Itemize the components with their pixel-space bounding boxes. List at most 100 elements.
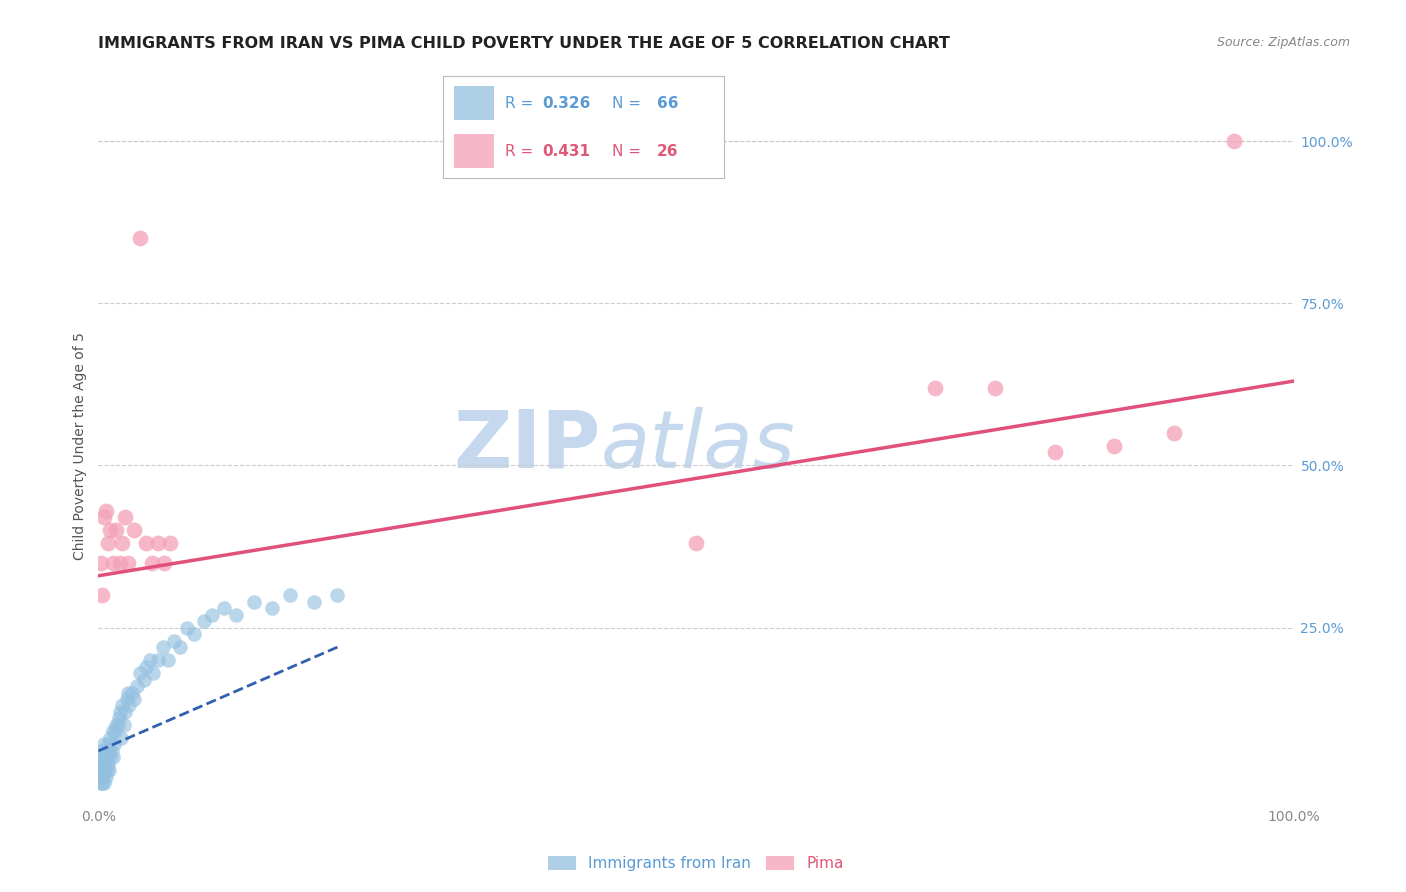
Point	[152, 640, 174, 654]
Point	[139, 653, 162, 667]
Point	[112, 718, 135, 732]
Point	[97, 738, 120, 752]
Text: 0.431: 0.431	[543, 144, 591, 159]
Point	[1222, 134, 1246, 148]
Point	[93, 738, 115, 752]
Text: N =: N =	[612, 144, 641, 159]
Point	[105, 718, 128, 732]
Point	[685, 536, 707, 550]
Text: IMMIGRANTS FROM IRAN VS PIMA CHILD POVERTY UNDER THE AGE OF 5 CORRELATION CHART: IMMIGRANTS FROM IRAN VS PIMA CHILD POVER…	[98, 36, 950, 51]
Text: R =: R =	[505, 144, 538, 159]
Point	[104, 724, 127, 739]
Point	[114, 705, 136, 719]
Point	[91, 770, 114, 784]
Point	[159, 536, 181, 550]
Point	[141, 556, 163, 570]
Point	[91, 756, 114, 771]
Point	[91, 776, 114, 790]
Point	[110, 731, 132, 745]
Point	[98, 731, 122, 745]
Point	[108, 705, 131, 719]
Point	[107, 711, 129, 725]
Text: ZIP: ZIP	[453, 407, 600, 485]
Point	[117, 556, 139, 570]
Text: 66: 66	[657, 95, 678, 111]
Bar	[454, 135, 494, 168]
Point	[169, 640, 191, 654]
Point	[183, 627, 205, 641]
Point	[111, 698, 134, 713]
Point	[100, 744, 122, 758]
Y-axis label: Child Poverty Under the Age of 5: Child Poverty Under the Age of 5	[73, 332, 87, 560]
Point	[225, 607, 247, 622]
Point	[91, 744, 114, 758]
Point	[94, 750, 117, 764]
Point	[326, 588, 349, 602]
Point	[156, 653, 179, 667]
Text: R =: R =	[505, 95, 538, 111]
Point	[93, 756, 115, 771]
Point	[91, 770, 114, 784]
Point	[1043, 445, 1066, 459]
Text: Source: ZipAtlas.com: Source: ZipAtlas.com	[1216, 36, 1350, 49]
Point	[153, 556, 176, 570]
Point	[94, 504, 117, 518]
Point	[302, 595, 325, 609]
Point	[129, 231, 152, 245]
Text: 0.326: 0.326	[543, 95, 591, 111]
Point	[98, 750, 122, 764]
Point	[124, 524, 146, 538]
Point	[278, 588, 301, 602]
Point	[163, 633, 186, 648]
Point	[142, 666, 165, 681]
Point	[115, 692, 138, 706]
Point	[97, 536, 120, 550]
Point	[101, 750, 124, 764]
Point	[148, 653, 170, 667]
Point	[103, 738, 125, 752]
Point	[118, 698, 141, 713]
Text: atlas: atlas	[600, 407, 796, 485]
Point	[132, 673, 155, 687]
Point	[101, 556, 124, 570]
Point	[107, 718, 129, 732]
Point	[90, 764, 112, 778]
Point	[176, 621, 198, 635]
Point	[1102, 439, 1125, 453]
Point	[96, 744, 118, 758]
Point	[124, 692, 146, 706]
Text: 26: 26	[657, 144, 678, 159]
Point	[98, 764, 121, 778]
Point	[98, 524, 122, 538]
Point	[97, 756, 120, 771]
Point	[90, 750, 112, 764]
Point	[105, 524, 128, 538]
Point	[212, 601, 235, 615]
Point	[243, 595, 266, 609]
Point	[90, 776, 112, 790]
Point	[91, 588, 114, 602]
Point	[101, 724, 124, 739]
Point	[96, 764, 118, 778]
Point	[1163, 425, 1185, 440]
Point	[93, 764, 115, 778]
Point	[201, 607, 224, 622]
Point	[94, 770, 117, 784]
Point	[121, 685, 143, 699]
Legend: Immigrants from Iran, Pima: Immigrants from Iran, Pima	[543, 850, 849, 877]
Bar	[454, 87, 494, 120]
Point	[89, 770, 111, 784]
Point	[129, 666, 152, 681]
Text: N =: N =	[612, 95, 641, 111]
Point	[135, 536, 157, 550]
Point	[93, 510, 115, 524]
Point	[108, 556, 131, 570]
Point	[148, 536, 170, 550]
Point	[193, 614, 215, 628]
Point	[111, 536, 134, 550]
Point	[260, 601, 283, 615]
Point	[91, 750, 114, 764]
Point	[135, 659, 157, 673]
Point	[125, 679, 148, 693]
Point	[114, 510, 136, 524]
